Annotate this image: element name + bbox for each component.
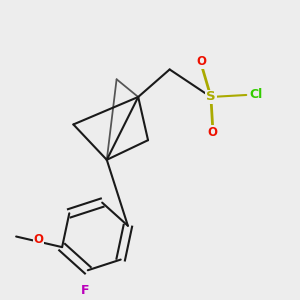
Text: S: S: [206, 91, 216, 103]
Text: O: O: [208, 126, 218, 139]
Text: O: O: [34, 233, 44, 246]
Text: Cl: Cl: [250, 88, 263, 101]
Text: F: F: [80, 284, 89, 297]
Text: O: O: [196, 55, 206, 68]
